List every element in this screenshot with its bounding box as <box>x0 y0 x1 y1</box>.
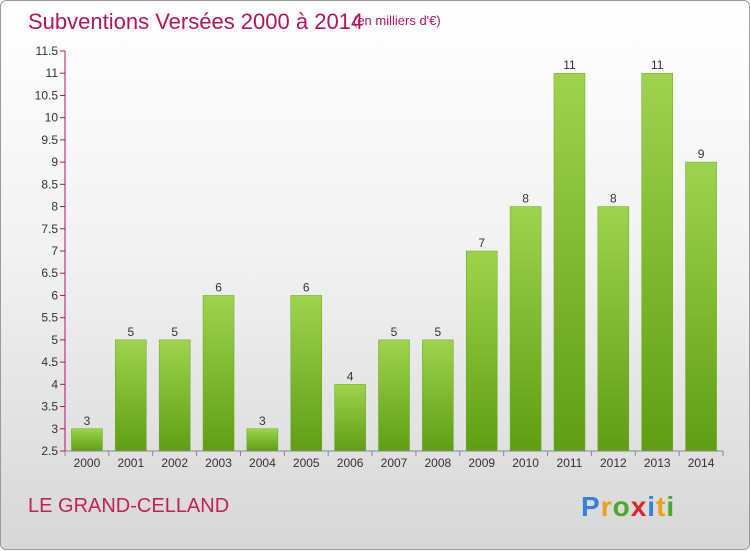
x-tick-label-2005: 2005 <box>293 456 320 470</box>
logo-letter: r <box>600 491 613 522</box>
y-tick-label: 3 <box>51 422 58 436</box>
y-tick-label: 6 <box>51 288 58 302</box>
data-label-2004: 3 <box>259 414 266 428</box>
x-tick-label-2004: 2004 <box>249 456 276 470</box>
x-tick-label-2014: 2014 <box>688 456 715 470</box>
x-axis: 2000 2001 2002 2003 2004 2005 2006 2007 2008 2009… <box>64 450 724 470</box>
x-tick-label-2013: 2013 <box>644 456 671 470</box>
y-tick-label: 9.5 <box>41 133 58 147</box>
x-tick-label-2002: 2002 <box>161 456 188 470</box>
y-axis: 2.5 3 3.5 4 4.5 5 5.5 6 6.5 7 7.5 8 8.5 9 9.5 10 10.5 11 1… <box>35 44 66 458</box>
x-tick-label-2009: 2009 <box>468 456 495 470</box>
y-tick-label: 9 <box>51 155 58 169</box>
data-label-2006: 4 <box>347 369 354 383</box>
town-name: LE GRAND-CELLAND <box>28 495 230 517</box>
y-tick-label: 10.5 <box>35 88 59 102</box>
bar-2002 <box>158 339 191 452</box>
logo-letter: x <box>630 491 648 522</box>
y-tick-label: 4 <box>51 377 58 391</box>
data-label-2009: 7 <box>478 236 485 250</box>
data-label-2012: 8 <box>610 192 617 206</box>
y-tick-label: 8 <box>51 200 58 214</box>
data-label-2010: 8 <box>522 192 529 206</box>
bar-2001 <box>115 339 147 452</box>
x-tick-label-2010: 2010 <box>512 456 539 470</box>
bar-2013 <box>641 72 673 452</box>
y-tick-label: 6.5 <box>41 266 58 280</box>
y-tick-label: 11.5 <box>36 44 59 58</box>
chart-unit: (en milliers d'€) <box>353 13 441 28</box>
data-label-2003: 6 <box>215 280 222 294</box>
bar-2000 <box>71 428 103 452</box>
data-label-2000: 3 <box>84 414 91 428</box>
logo-letter: i <box>666 491 676 522</box>
y-tick-label: 5 <box>51 333 58 347</box>
y-tick-label: 3.5 <box>41 400 58 414</box>
bar-2009 <box>465 250 498 452</box>
bar-2007 <box>378 339 410 452</box>
chart-title: Subventions Versées 2000 à 2014 <box>28 9 364 34</box>
data-label-2007: 5 <box>391 325 398 339</box>
y-tick-label: 2.5 <box>41 444 58 458</box>
y-tick-label: 5.5 <box>41 311 58 325</box>
bar-2011 <box>553 72 586 452</box>
data-label-2014: 9 <box>698 147 705 161</box>
bars: 3 5 5 6 3 6 4 5 5 7 8 11 8 11 9 <box>71 58 717 452</box>
data-label-2005: 6 <box>303 280 310 294</box>
y-tick-label: 8.5 <box>41 177 58 191</box>
bar-2010 <box>509 206 542 452</box>
data-label-2002: 5 <box>171 325 178 339</box>
x-tick-label-2011: 2011 <box>557 456 583 470</box>
logo-letter: t <box>656 491 667 522</box>
y-tick-label: 10 <box>45 111 59 125</box>
y-tick-label: 11 <box>46 66 59 80</box>
y-tick-label: 7.5 <box>41 222 58 236</box>
data-label-2011: 11 <box>563 58 576 72</box>
bar-2003 <box>202 295 235 452</box>
bar-2005 <box>290 295 323 452</box>
x-tick-label-2012: 2012 <box>600 456 627 470</box>
x-tick-label-2006: 2006 <box>337 456 364 470</box>
bar-2012 <box>597 206 630 452</box>
bar-2006 <box>334 384 366 452</box>
logo-letter: i <box>647 491 657 522</box>
proxiti-logo[interactable]: Proxiti <box>581 491 675 523</box>
x-tick-label-2001: 2001 <box>117 456 144 470</box>
x-tick-label-2008: 2008 <box>425 456 452 470</box>
y-tick-label: 7 <box>51 244 58 258</box>
y-tick-label: 4.5 <box>41 355 58 369</box>
logo-letter: P <box>581 491 601 522</box>
logo-letter: o <box>612 491 631 522</box>
x-tick-label-2003: 2003 <box>205 456 232 470</box>
bar-2004 <box>246 428 279 452</box>
x-tick-label-2000: 2000 <box>74 456 101 470</box>
bar-2008 <box>422 339 454 452</box>
x-tick-label-2007: 2007 <box>381 456 408 470</box>
data-label-2008: 5 <box>435 325 442 339</box>
data-label-2013: 11 <box>651 58 664 72</box>
bar-2014 <box>685 161 717 452</box>
data-label-2001: 5 <box>127 325 134 339</box>
